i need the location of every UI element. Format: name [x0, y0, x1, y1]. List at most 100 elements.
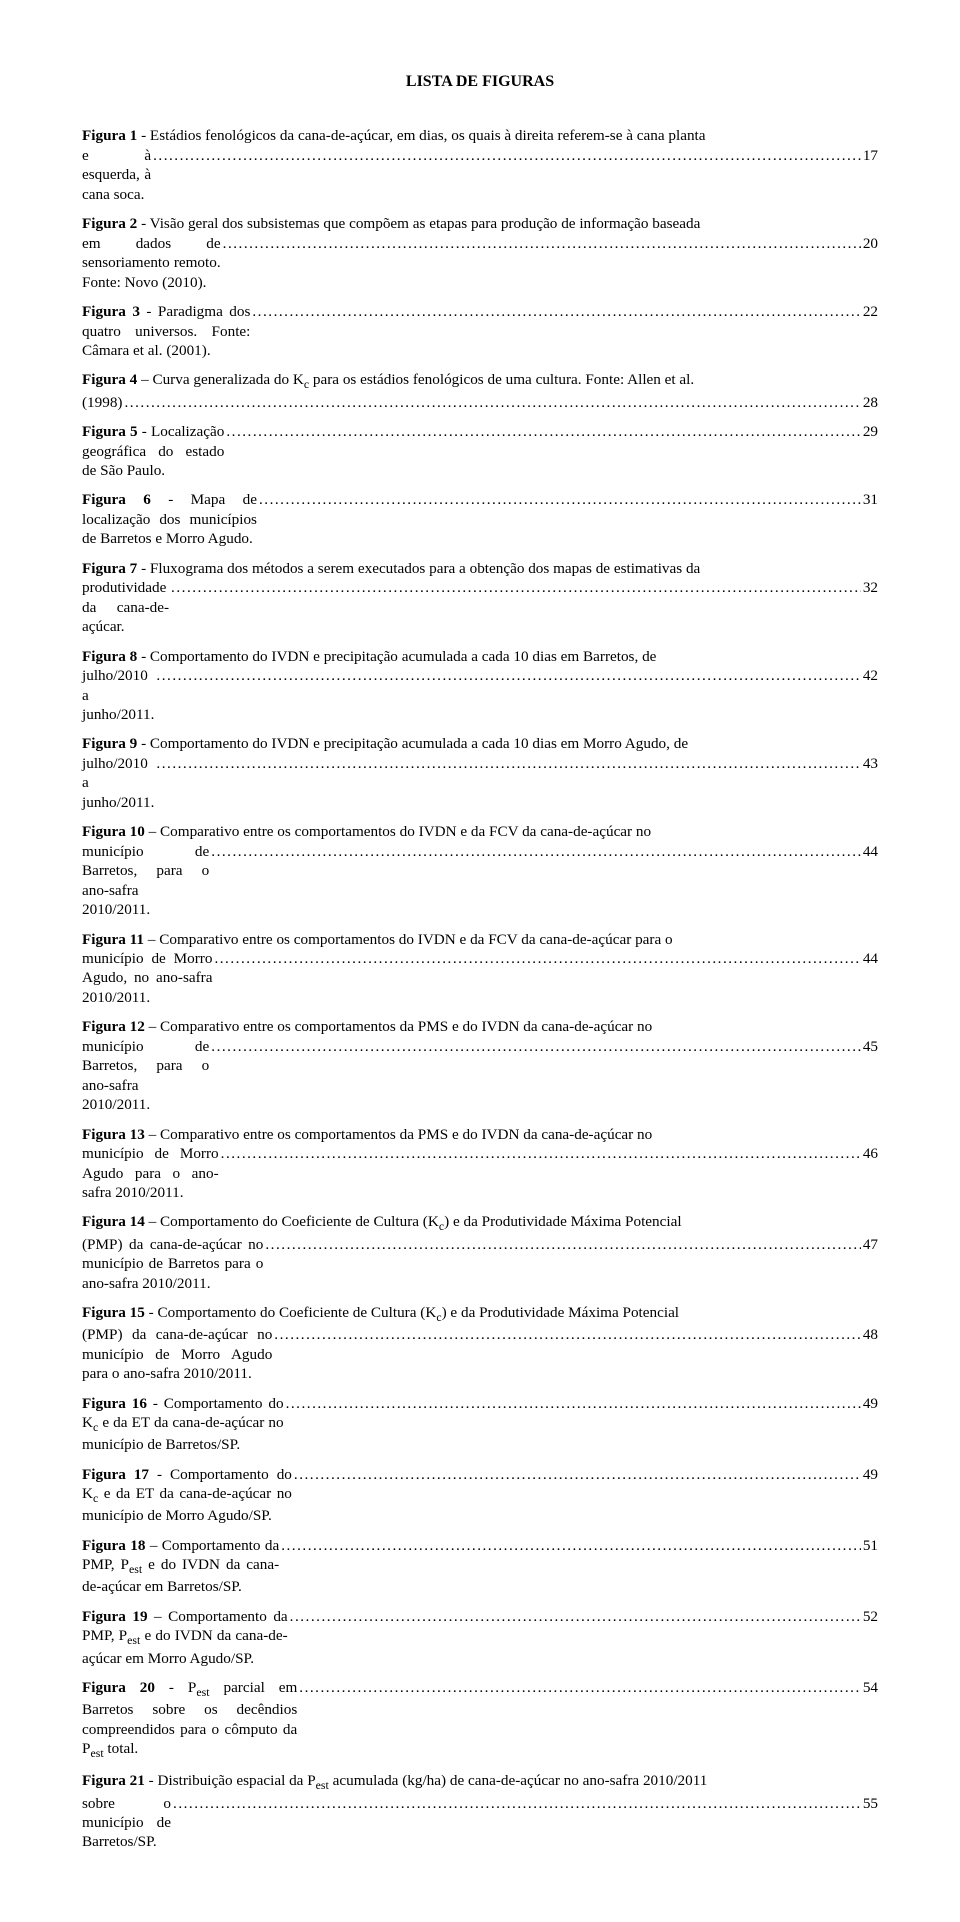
- dot-leader: ........................................…: [224, 422, 860, 441]
- figure-label: Figura 1: [82, 127, 137, 144]
- page-title: LISTA DE FIGURAS: [82, 72, 878, 92]
- figure-description: Figura 3 - Paradigma dos quatro universo…: [82, 302, 250, 360]
- figure-entry: Figura 9 - Comportamento do IVDN e preci…: [82, 734, 878, 812]
- page-number: 42: [861, 666, 878, 685]
- figure-description: sobre o município de Barretos/SP.: [82, 1794, 171, 1852]
- figure-label: Figura 18: [82, 1537, 145, 1554]
- dot-leader: ........................................…: [288, 1607, 861, 1626]
- dot-leader: ........................................…: [209, 842, 861, 861]
- dot-leader: ........................................…: [272, 1325, 861, 1344]
- figure-description: julho/2010 a junho/2011.: [82, 754, 154, 812]
- figure-description: Figura 17 - Comportamento do Kc e da ET …: [82, 1465, 292, 1526]
- dot-leader: ........................................…: [221, 234, 861, 253]
- figure-label: Figura 9: [82, 735, 137, 752]
- page-number: 32: [861, 578, 878, 597]
- page-number: 54: [861, 1678, 878, 1697]
- figure-label: Figura 5: [82, 423, 138, 440]
- page-number: 48: [861, 1325, 878, 1344]
- figure-description: Figura 18 – Comportamento da PMP, Pest e…: [82, 1536, 279, 1597]
- figure-description: município de Barretos, para o ano-safra …: [82, 842, 209, 920]
- dot-leader: ........................................…: [284, 1394, 861, 1413]
- figure-entry: Figura 1 - Estádios fenológicos da cana-…: [82, 126, 878, 204]
- figure-entry: Figura 19 – Comportamento da PMP, Pest e…: [82, 1607, 878, 1668]
- dot-leader: ........................................…: [209, 1037, 861, 1056]
- page-number: 20: [861, 234, 878, 253]
- figure-entry: Figura 20 - Pest parcial em Barretos sob…: [82, 1678, 878, 1761]
- page-number: 47: [861, 1235, 878, 1254]
- page-number: 22: [861, 302, 878, 321]
- dot-leader: ........................................…: [154, 666, 860, 685]
- figure-label: Figura 17: [82, 1466, 149, 1483]
- dot-leader: ........................................…: [257, 490, 861, 509]
- figure-entry: Figura 5 - Localização geográfica do est…: [82, 422, 878, 480]
- figure-description: município de Morro Agudo para o ano-safr…: [82, 1144, 219, 1202]
- figure-entry: Figura 14 – Comportamento do Coeficiente…: [82, 1212, 878, 1293]
- figure-entry: Figura 15 - Comportamento do Coeficiente…: [82, 1303, 878, 1384]
- figure-label: Figura 12: [82, 1018, 145, 1035]
- page-number: 46: [861, 1144, 878, 1163]
- figure-description: julho/2010 a junho/2011.: [82, 666, 154, 724]
- dot-leader: ........................................…: [151, 146, 861, 165]
- page-number: 52: [861, 1607, 878, 1626]
- figure-label: Figura 19: [82, 1608, 148, 1625]
- figure-entry: Figura 18 – Comportamento da PMP, Pest e…: [82, 1536, 878, 1597]
- dot-leader: ........................................…: [250, 302, 860, 321]
- figure-description: Figura 19 – Comportamento da PMP, Pest e…: [82, 1607, 288, 1668]
- dot-leader: ........................................…: [154, 754, 860, 773]
- figure-entry: Figura 4 – Curva generalizada do Kc para…: [82, 370, 878, 412]
- figure-label: Figura 3: [82, 303, 140, 320]
- figure-description: Figura 6 - Mapa de localização dos munic…: [82, 490, 257, 548]
- figure-description: (PMP) da cana-de-açúcar no município de …: [82, 1325, 272, 1383]
- figure-label: Figura 14: [82, 1213, 145, 1230]
- page-number: 31: [861, 490, 878, 509]
- page-number: 28: [861, 393, 878, 412]
- dot-leader: ........................................…: [297, 1678, 861, 1697]
- dot-leader: ........................................…: [292, 1465, 861, 1484]
- figure-entry: Figura 6 - Mapa de localização dos munic…: [82, 490, 878, 548]
- figure-entry: Figura 8 - Comportamento do IVDN e preci…: [82, 647, 878, 725]
- figure-description: município de Barretos, para o ano-safra …: [82, 1037, 209, 1115]
- figure-entry: Figura 2 - Visão geral dos subsistemas q…: [82, 214, 878, 292]
- page-number: 29: [861, 422, 878, 441]
- figure-entry: Figura 13 – Comparativo entre os comport…: [82, 1125, 878, 1203]
- figure-entry: Figura 10 – Comparativo entre os comport…: [82, 822, 878, 919]
- figure-label: Figura 11: [82, 931, 144, 948]
- dot-leader: ........................................…: [219, 1144, 861, 1163]
- page-number: 49: [861, 1465, 878, 1484]
- figure-label: Figura 15: [82, 1304, 145, 1321]
- figure-entry: Figura 17 - Comportamento do Kc e da ET …: [82, 1465, 878, 1526]
- dot-leader: ........................................…: [212, 949, 860, 968]
- figure-description: Figura 20 - Pest parcial em Barretos sob…: [82, 1678, 297, 1761]
- figure-label: Figura 4: [82, 371, 137, 388]
- figure-label: Figura 2: [82, 215, 137, 232]
- page-number: 44: [861, 842, 878, 861]
- figure-entry: Figura 16 - Comportamento do Kc e da ET …: [82, 1394, 878, 1455]
- figure-entry: Figura 11 – Comparativo entre os comport…: [82, 930, 878, 1008]
- figure-label: Figura 20: [82, 1679, 155, 1696]
- figure-description: (1998): [82, 393, 123, 412]
- figure-description: e à esquerda, à cana soca.: [82, 146, 151, 204]
- figure-label: Figura 21: [82, 1772, 145, 1789]
- figure-list: Figura 1 - Estádios fenológicos da cana-…: [82, 126, 878, 1851]
- figure-description: Figura 16 - Comportamento do Kc e da ET …: [82, 1394, 284, 1455]
- figure-label: Figura 16: [82, 1395, 147, 1412]
- figure-entry: Figura 3 - Paradigma dos quatro universo…: [82, 302, 878, 360]
- dot-leader: ........................................…: [169, 578, 861, 597]
- page-number: 45: [861, 1037, 878, 1056]
- page-number: 49: [861, 1394, 878, 1413]
- figure-label: Figura 10: [82, 823, 145, 840]
- figure-description: município de Morro Agudo, no ano-safra 2…: [82, 949, 212, 1007]
- figure-entry: Figura 7 - Fluxograma dos métodos a sere…: [82, 559, 878, 637]
- page-number: 17: [861, 146, 878, 165]
- figure-label: Figura 7: [82, 560, 137, 577]
- page-number: 43: [861, 754, 878, 773]
- page-number: 44: [861, 949, 878, 968]
- figure-entry: Figura 12 – Comparativo entre os comport…: [82, 1017, 878, 1114]
- figure-description: Figura 5 - Localização geográfica do est…: [82, 422, 224, 480]
- dot-leader: ........................................…: [171, 1794, 861, 1813]
- figure-label: Figura 8: [82, 648, 137, 665]
- figure-description: (PMP) da cana-de-açúcar no município de …: [82, 1235, 263, 1293]
- page-number: 55: [861, 1794, 878, 1813]
- figure-description: em dados de sensoriamento remoto. Fonte:…: [82, 234, 221, 292]
- dot-leader: ........................................…: [279, 1536, 861, 1555]
